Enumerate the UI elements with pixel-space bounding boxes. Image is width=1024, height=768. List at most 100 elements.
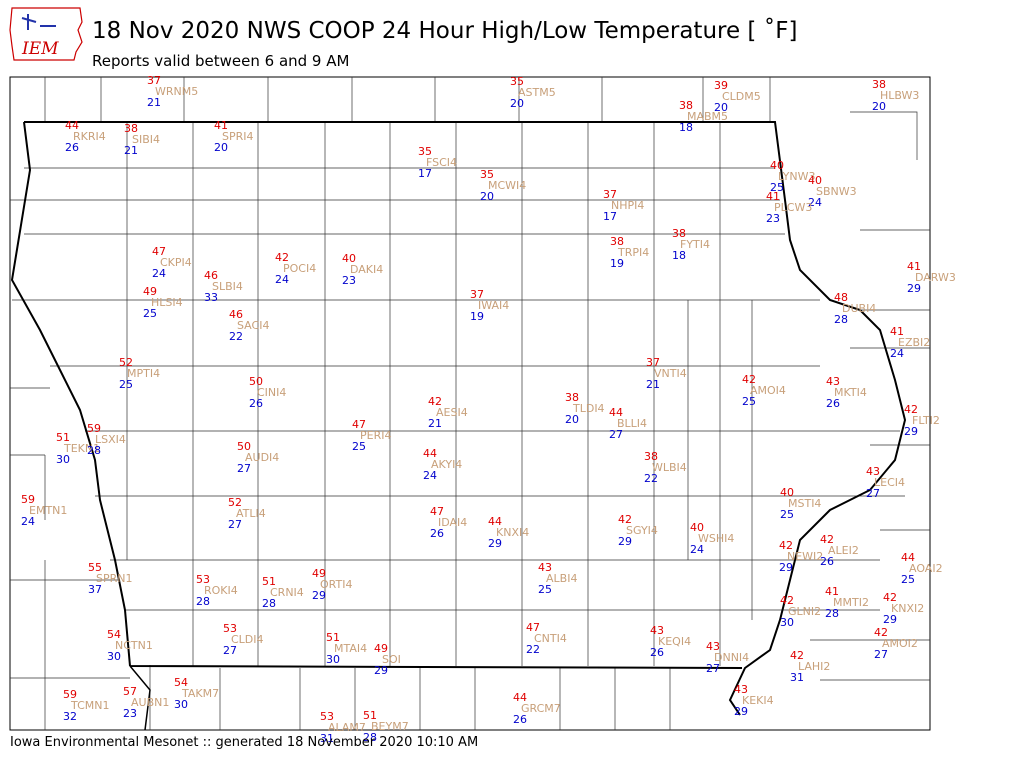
station-id: AMOI2 bbox=[882, 637, 918, 650]
station-id: TAKM7 bbox=[181, 687, 219, 700]
station-id: ALAM7 bbox=[328, 721, 366, 734]
station-id: NHPI4 bbox=[611, 199, 644, 212]
river bbox=[129, 665, 151, 731]
low-temp: 23 bbox=[123, 707, 137, 720]
station-id: SIBI4 bbox=[132, 133, 160, 146]
station-id: FSCI4 bbox=[426, 156, 457, 169]
low-temp: 29 bbox=[618, 535, 632, 548]
low-temp: 20 bbox=[872, 100, 886, 113]
basemap bbox=[9, 76, 931, 731]
low-temp: 28 bbox=[196, 595, 210, 608]
station-id: MKTI4 bbox=[834, 386, 867, 399]
high-temp: 47 bbox=[430, 505, 444, 518]
high-temp: 53 bbox=[223, 622, 237, 635]
high-temp: 44 bbox=[609, 406, 623, 419]
station-id: KNXI4 bbox=[496, 526, 529, 539]
low-temp: 17 bbox=[418, 167, 432, 180]
high-temp: 37 bbox=[147, 74, 161, 87]
high-temp: 40 bbox=[342, 252, 356, 265]
station-id: GLNI2 bbox=[788, 605, 821, 618]
high-temp: 47 bbox=[352, 418, 366, 431]
high-temp: 43 bbox=[866, 465, 880, 478]
high-temp: 57 bbox=[123, 685, 137, 698]
low-temp: 29 bbox=[488, 537, 502, 550]
high-temp: 35 bbox=[510, 75, 524, 88]
high-temp: 50 bbox=[249, 375, 263, 388]
high-temp: 49 bbox=[374, 642, 388, 655]
stations: 37WRNM52135ASTM52039CLDM52038MABM51838HL… bbox=[21, 74, 956, 745]
low-temp: 21 bbox=[147, 96, 161, 109]
high-temp: 38 bbox=[872, 78, 886, 91]
high-temp: 38 bbox=[644, 450, 658, 463]
high-temp: 46 bbox=[229, 308, 243, 321]
high-temp: 59 bbox=[87, 422, 101, 435]
low-temp: 33 bbox=[204, 291, 218, 304]
high-temp: 35 bbox=[418, 145, 432, 158]
low-temp: 17 bbox=[603, 210, 617, 223]
station-id: ASTM5 bbox=[518, 86, 556, 99]
high-temp: 42 bbox=[779, 539, 793, 552]
station-id: EZBI2 bbox=[898, 336, 930, 349]
high-temp: 47 bbox=[152, 245, 166, 258]
low-temp: 23 bbox=[766, 212, 780, 225]
station-id: CLDM5 bbox=[722, 90, 761, 103]
high-temp: 42 bbox=[820, 533, 834, 546]
high-temp: 42 bbox=[780, 594, 794, 607]
low-temp: 24 bbox=[21, 515, 35, 528]
high-temp: 41 bbox=[214, 119, 228, 132]
high-temp: 43 bbox=[734, 683, 748, 696]
station-id: TLDI4 bbox=[572, 402, 605, 415]
low-temp: 21 bbox=[646, 378, 660, 391]
low-temp: 30 bbox=[56, 453, 70, 466]
low-temp: 24 bbox=[275, 273, 289, 286]
state-border bbox=[10, 121, 907, 716]
station-id: KEQI4 bbox=[658, 635, 691, 648]
station-id: RKRI4 bbox=[73, 130, 106, 143]
high-temp: 37 bbox=[646, 356, 660, 369]
high-temp: 42 bbox=[883, 591, 897, 604]
high-temp: 54 bbox=[107, 628, 121, 641]
low-temp: 26 bbox=[249, 397, 263, 410]
station-id: AMOI4 bbox=[750, 384, 786, 397]
high-temp: 55 bbox=[88, 561, 102, 574]
low-temp: 30 bbox=[107, 650, 121, 663]
high-temp: 42 bbox=[790, 649, 804, 662]
high-temp: 51 bbox=[56, 431, 70, 444]
low-temp: 28 bbox=[834, 313, 848, 326]
station-id: FLTI2 bbox=[912, 414, 940, 427]
low-temp: 31 bbox=[790, 671, 804, 684]
low-temp: 20 bbox=[510, 97, 524, 110]
low-temp: 21 bbox=[428, 417, 442, 430]
high-temp: 51 bbox=[326, 631, 340, 644]
logo: IEM bbox=[9, 7, 83, 61]
high-temp: 49 bbox=[312, 567, 326, 580]
low-temp: 29 bbox=[374, 664, 388, 677]
high-temp: 42 bbox=[874, 626, 888, 639]
